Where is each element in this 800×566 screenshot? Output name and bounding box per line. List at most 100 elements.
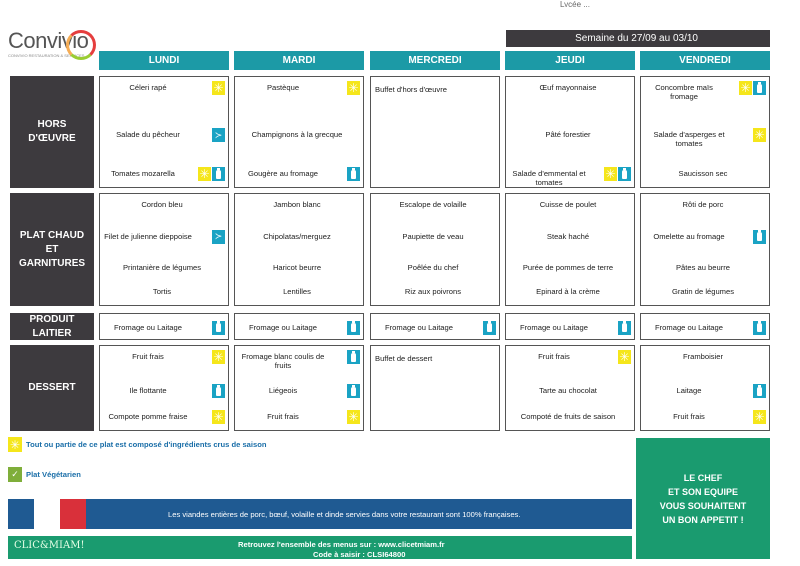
menu-item: Filet de julienne dieppoise [104,231,192,241]
row-label-0: HORS D'ŒUVRE [10,76,94,188]
menu-item: Fruit frais [538,352,570,361]
menu-cell: Fromage ou Laitage [640,313,770,340]
milk-icon [347,320,360,335]
menu-item: Pâtes au beurre [675,263,731,273]
menu-item: Framboisier [682,352,724,361]
milk-icon [753,320,766,335]
menu-item: Jambon blanc [273,200,321,209]
fish-icon: ≻ [212,128,225,142]
day-header-4: VENDREDI [640,51,770,70]
legend-season-text: Tout ou partie de ce plat est composé d'… [26,440,267,449]
day-header-2: MERCREDI [370,51,500,70]
sun-icon: ✳ [618,350,631,364]
menu-item: Œuf mayonnaise [539,83,597,92]
menu-item: Tarte au chocolat [539,386,597,395]
menu-item: Steak haché [546,231,590,241]
menu-item: Laitage [676,386,702,395]
milk-icon [347,167,360,181]
origin-text: Les viandes entières de porc, bœuf, vola… [168,510,521,519]
menu-item: Gratin de légumes [671,287,735,296]
menu-item: Pastèque [266,83,300,92]
sun-icon: ✳ [212,410,225,424]
day-header-1: MARDI [234,51,364,70]
menu-cell: Cordon bleu Filet de julienne dieppoise ≻ P… [99,193,229,306]
menu-item: Salade d'asperges et tomates [653,130,725,148]
sun-icon: ✳ [604,167,617,181]
milk-icon [753,384,766,398]
menu-item: Concombre maïs fromage [655,83,713,101]
menu-item: Gougère au fromage [247,169,319,178]
sun-icon: ✳ [212,81,225,95]
menu-item: Poêlée du chef [407,263,459,273]
menu-item: Salade du pêcheur [116,130,180,139]
legend-sun-icon: ✳ [8,437,22,452]
clicmiam-logo: CLIC&MIAM! [14,540,85,551]
menu-cell: Céleri rapé ✳ Salade du pêcheur ≻ Tomates mo… [99,76,229,188]
milk-icon [483,320,496,335]
menu-item: Fromage ou Laitage [385,322,453,332]
menu-item: Pâté forestier [545,130,591,139]
menu-cell: Fromage ou Laitage [99,313,229,340]
menu-item: Ile flottante [129,386,167,395]
milk-icon [347,350,360,364]
menu-item: Printanière de légumes [122,263,202,273]
sun-icon: ✳ [753,128,766,142]
menu-cell: Rôti de porc Omelette au fromage Pâtes au … [640,193,770,306]
sun-icon: ✳ [739,81,752,95]
school-name-cut: Lycée ... [560,0,590,7]
milk-icon [212,167,225,181]
menu-item: Tomates mozarella [111,169,175,178]
chef-message: LE CHEF ET SON EQUIPE VOUS SOUHAITENT UN… [636,438,770,559]
clicmiam-banner: CLIC&MIAM! Retrouvez l'ensemble des menu… [8,536,632,559]
menu-cell: Fromage ou Laitage [370,313,500,340]
chef-line-4: UN BON APPETIT ! [662,514,744,525]
menu-cell: Cuisse de poulet Steak haché Purée de pomm… [505,193,635,306]
clicmiam-line-2: Code à saisir : CLSI64800 [313,550,406,559]
menu-cell: Fruit frais ✳ Ile flottante Compote pomme f… [99,345,229,431]
menu-item: Salade d'emmental et tomates [512,169,586,187]
convivio-logo: Convivio CONVIVIO RESTAURATION & SERVICE… [8,28,100,68]
menu-cell: Framboisier Laitage Fruit frais ✳ [640,345,770,431]
menu-item: Chipolatas/merguez [263,231,331,241]
menu-cell: Concombre maïs fromage ✳ Salade d'asperges… [640,76,770,188]
legend-veg-text: Plat Végétarien [26,470,81,479]
menu-cell: Pastèque ✳ Champignons à la grecque Gougère… [234,76,364,188]
sun-icon: ✳ [347,81,360,95]
milk-icon [212,320,225,335]
chef-line-1: LE CHEF [683,472,723,483]
menu-item: Fruit frais [267,412,299,421]
logo-ring-icon [66,30,96,60]
milk-icon [753,229,766,244]
menu-cell: Fromage ou Laitage [505,313,635,340]
chef-line-3: VOUS SOUHAITENT [659,500,747,511]
milk-icon [347,384,360,398]
menu-item: Fromage blanc coulis de fruits [241,352,325,370]
menu-item: Fromage ou Laitage [249,322,317,332]
origin-banner: Les viandes entières de porc, bœuf, vola… [8,499,632,529]
menu-cell: Buffet de dessert [370,345,500,431]
menu-item: Paupiette de veau [402,231,464,241]
milk-icon [753,81,766,95]
day-header-0: LUNDI [99,51,229,70]
row-label-3: DESSERT [10,345,94,431]
day-header-3: JEUDI [505,51,635,70]
menu-item: Fromage ou Laitage [114,322,182,332]
sun-icon: ✳ [198,167,211,181]
menu-item: Rôti de porc [682,200,724,209]
menu-item: Omelette au fromage [653,231,725,241]
milk-icon [618,167,631,181]
sun-icon: ✳ [753,410,766,424]
milk-icon [212,384,225,398]
menu-cell: Jambon blanc Chipolatas/merguez Haricot be… [234,193,364,306]
row-label-2: PRODUIT LAITIER [10,313,94,340]
brand-tagline: CONVIVIO RESTAURATION & SERVICES [8,53,85,58]
menu-item: Escalope de volaille [399,200,467,209]
french-flag-animals-icon [8,499,86,529]
sun-icon: ✳ [347,410,360,424]
menu-item: Champignons à la grecque [251,130,343,139]
fish-icon: ≻ [212,229,225,244]
menu-item: Epinard à la crème [536,287,600,296]
menu-cell: Escalope de volaille Paupiette de veau Poê… [370,193,500,306]
menu-cell: Fruit frais ✳ Tarte au chocolat Compoté de … [505,345,635,431]
menu-item: Lentilles [283,287,311,296]
